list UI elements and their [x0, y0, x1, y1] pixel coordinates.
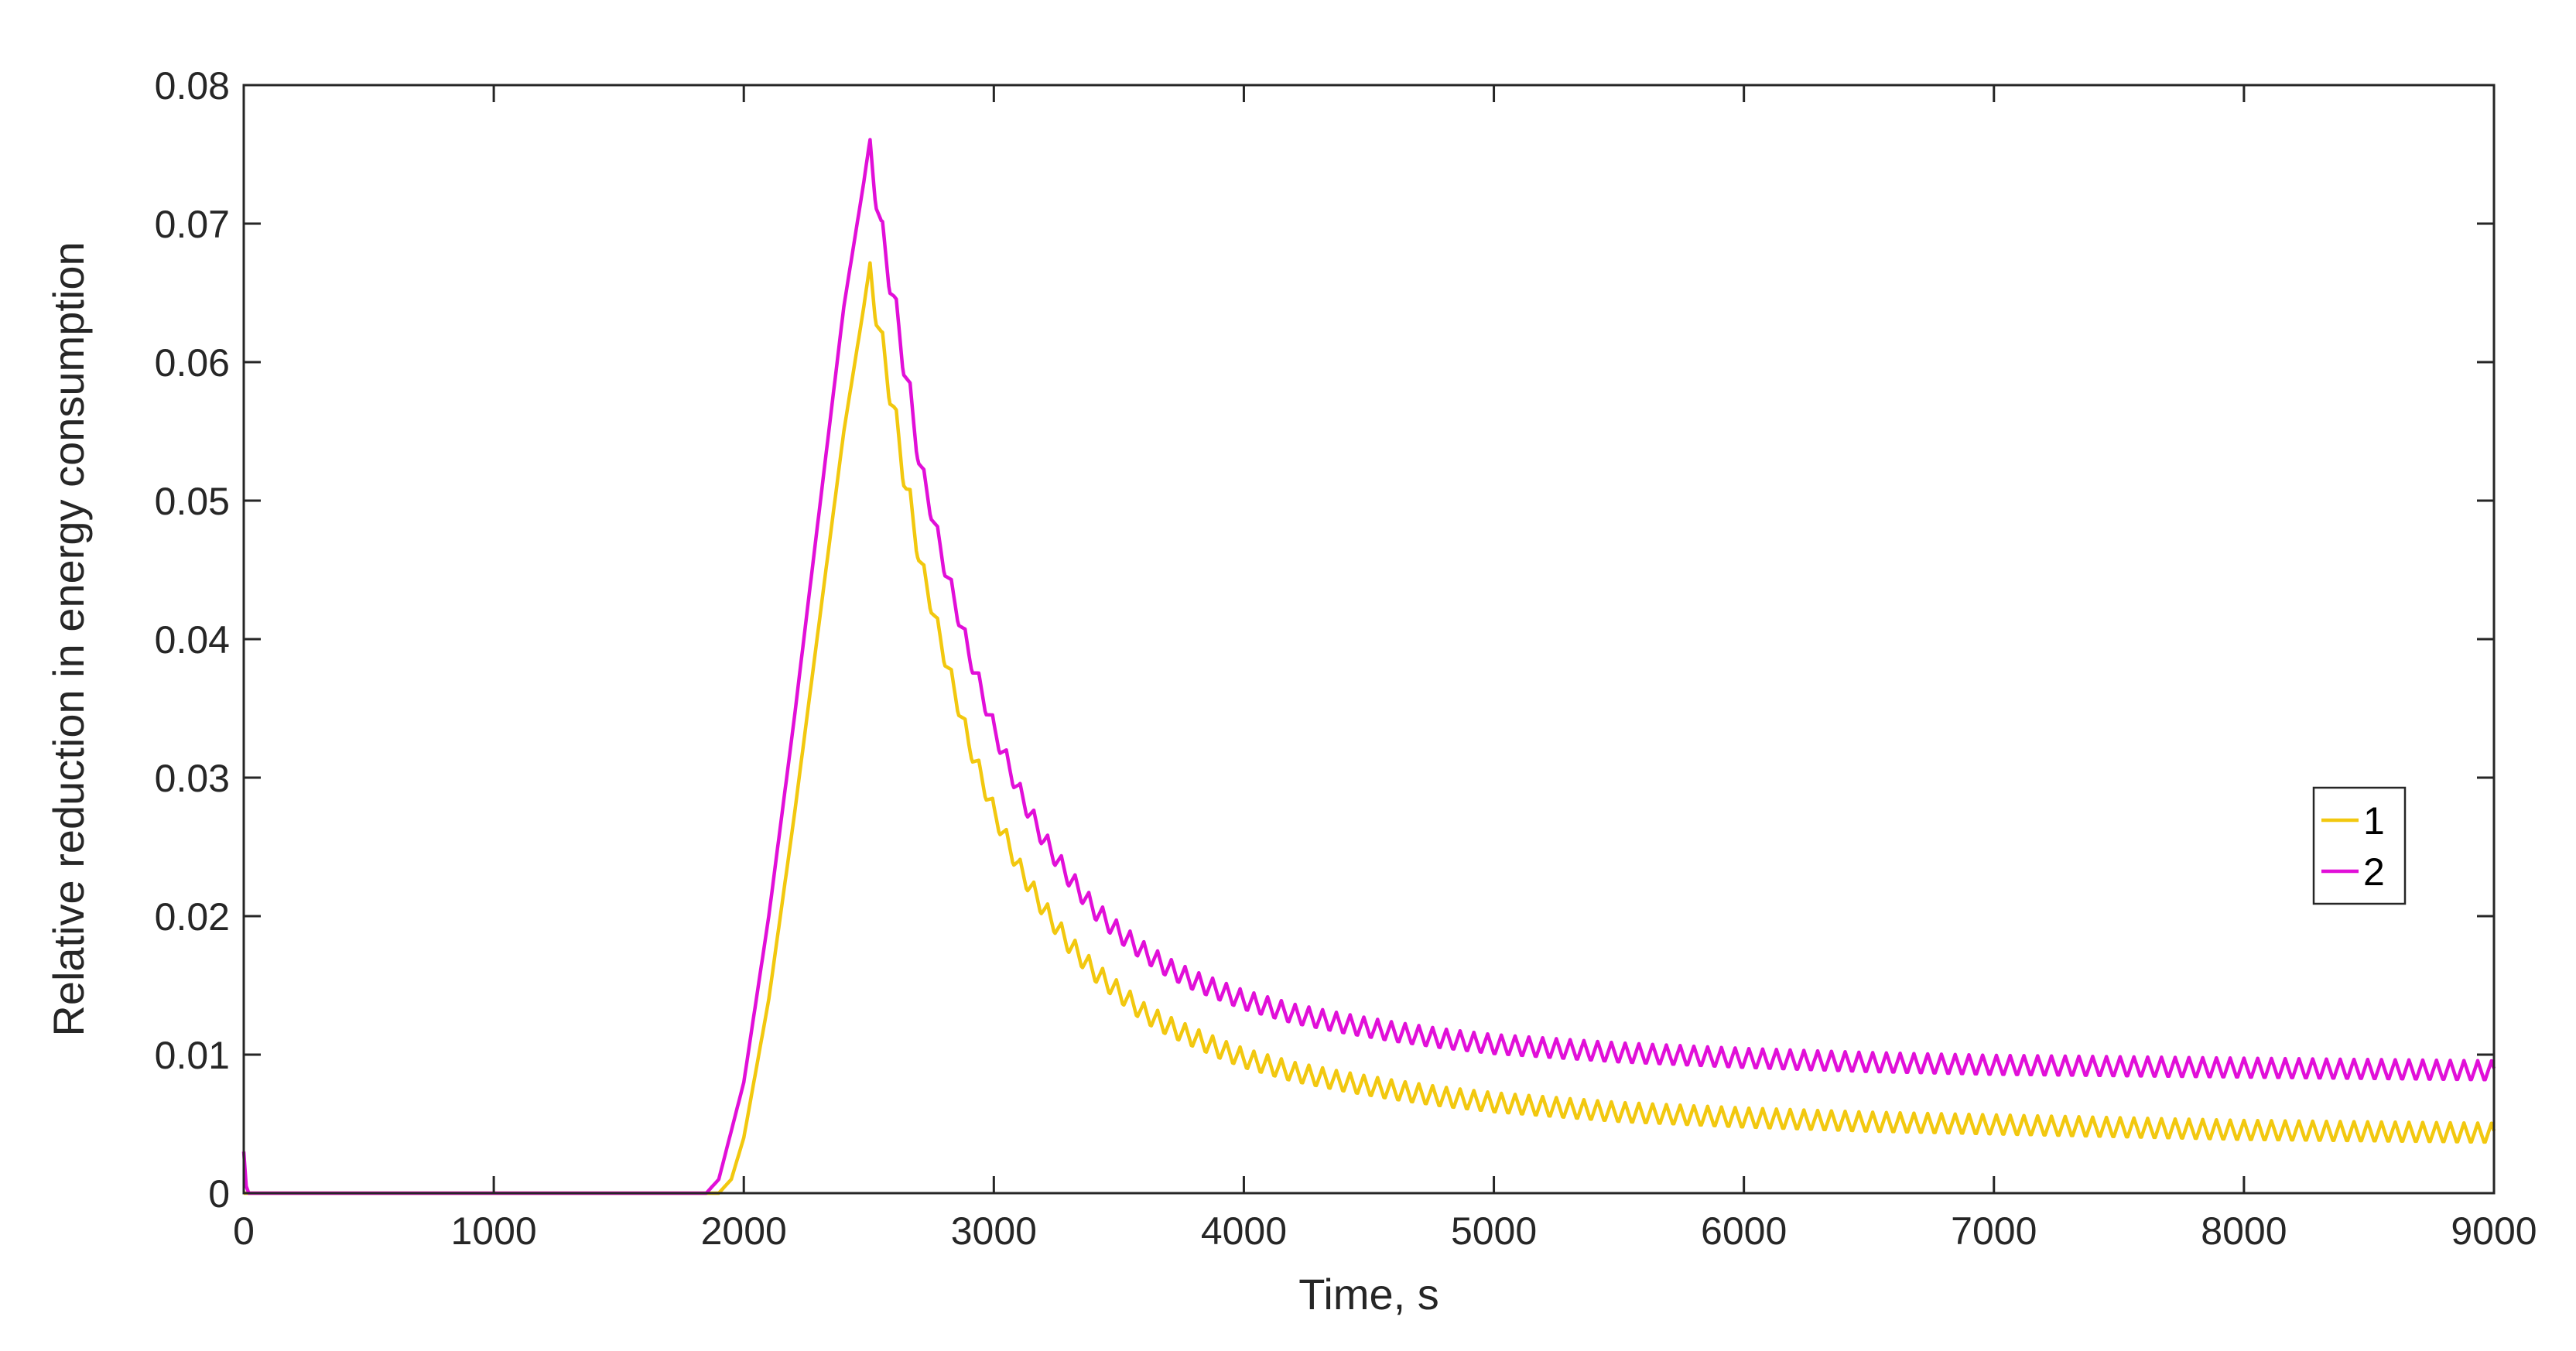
- y-tick-label: 0.02: [155, 895, 230, 939]
- legend-box: [2312, 786, 2407, 905]
- x-tick-label: 0: [233, 1209, 255, 1253]
- legend: 12: [2312, 786, 2407, 905]
- x-tick-label: 8000: [2201, 1209, 2287, 1253]
- y-tick-label: 0.03: [155, 757, 230, 800]
- y-tick-label: 0: [208, 1172, 230, 1216]
- y-tick-label: 0.07: [155, 203, 230, 246]
- legend-label-1: 1: [2363, 799, 2385, 843]
- y-tick-label: 0.01: [155, 1034, 230, 1077]
- x-tick-label: 1000: [450, 1209, 536, 1253]
- y-tick-label: 0.08: [155, 64, 230, 108]
- plot-background: [244, 85, 2494, 1193]
- y-tick-label: 0.06: [155, 341, 230, 385]
- x-tick-label: 3000: [951, 1209, 1037, 1253]
- x-tick-label: 9000: [2451, 1209, 2537, 1253]
- y-tick-label: 0.04: [155, 618, 230, 662]
- y-axis: 0 0.01 0.02 0.03 0.04 0.05 0.06 0.07 0.08: [155, 64, 2494, 1216]
- x-tick-label: 4000: [1201, 1209, 1287, 1253]
- x-tick-label: 2000: [701, 1209, 787, 1253]
- legend-label-2: 2: [2363, 850, 2385, 894]
- x-tick-label: 7000: [1951, 1209, 2037, 1253]
- y-axis-label: Relative reduction in energy consumption: [44, 241, 93, 1036]
- y-tick-label: 0.05: [155, 480, 230, 523]
- x-axis: 0 1000 2000 3000 4000 5000 6000 7000 8000 9000: [233, 85, 2537, 1253]
- x-tick-label: 5000: [1451, 1209, 1537, 1253]
- plot-area: [241, 84, 2496, 1195]
- x-axis-label: Time, s: [1298, 1270, 1439, 1319]
- x-tick-label: 6000: [1701, 1209, 1787, 1253]
